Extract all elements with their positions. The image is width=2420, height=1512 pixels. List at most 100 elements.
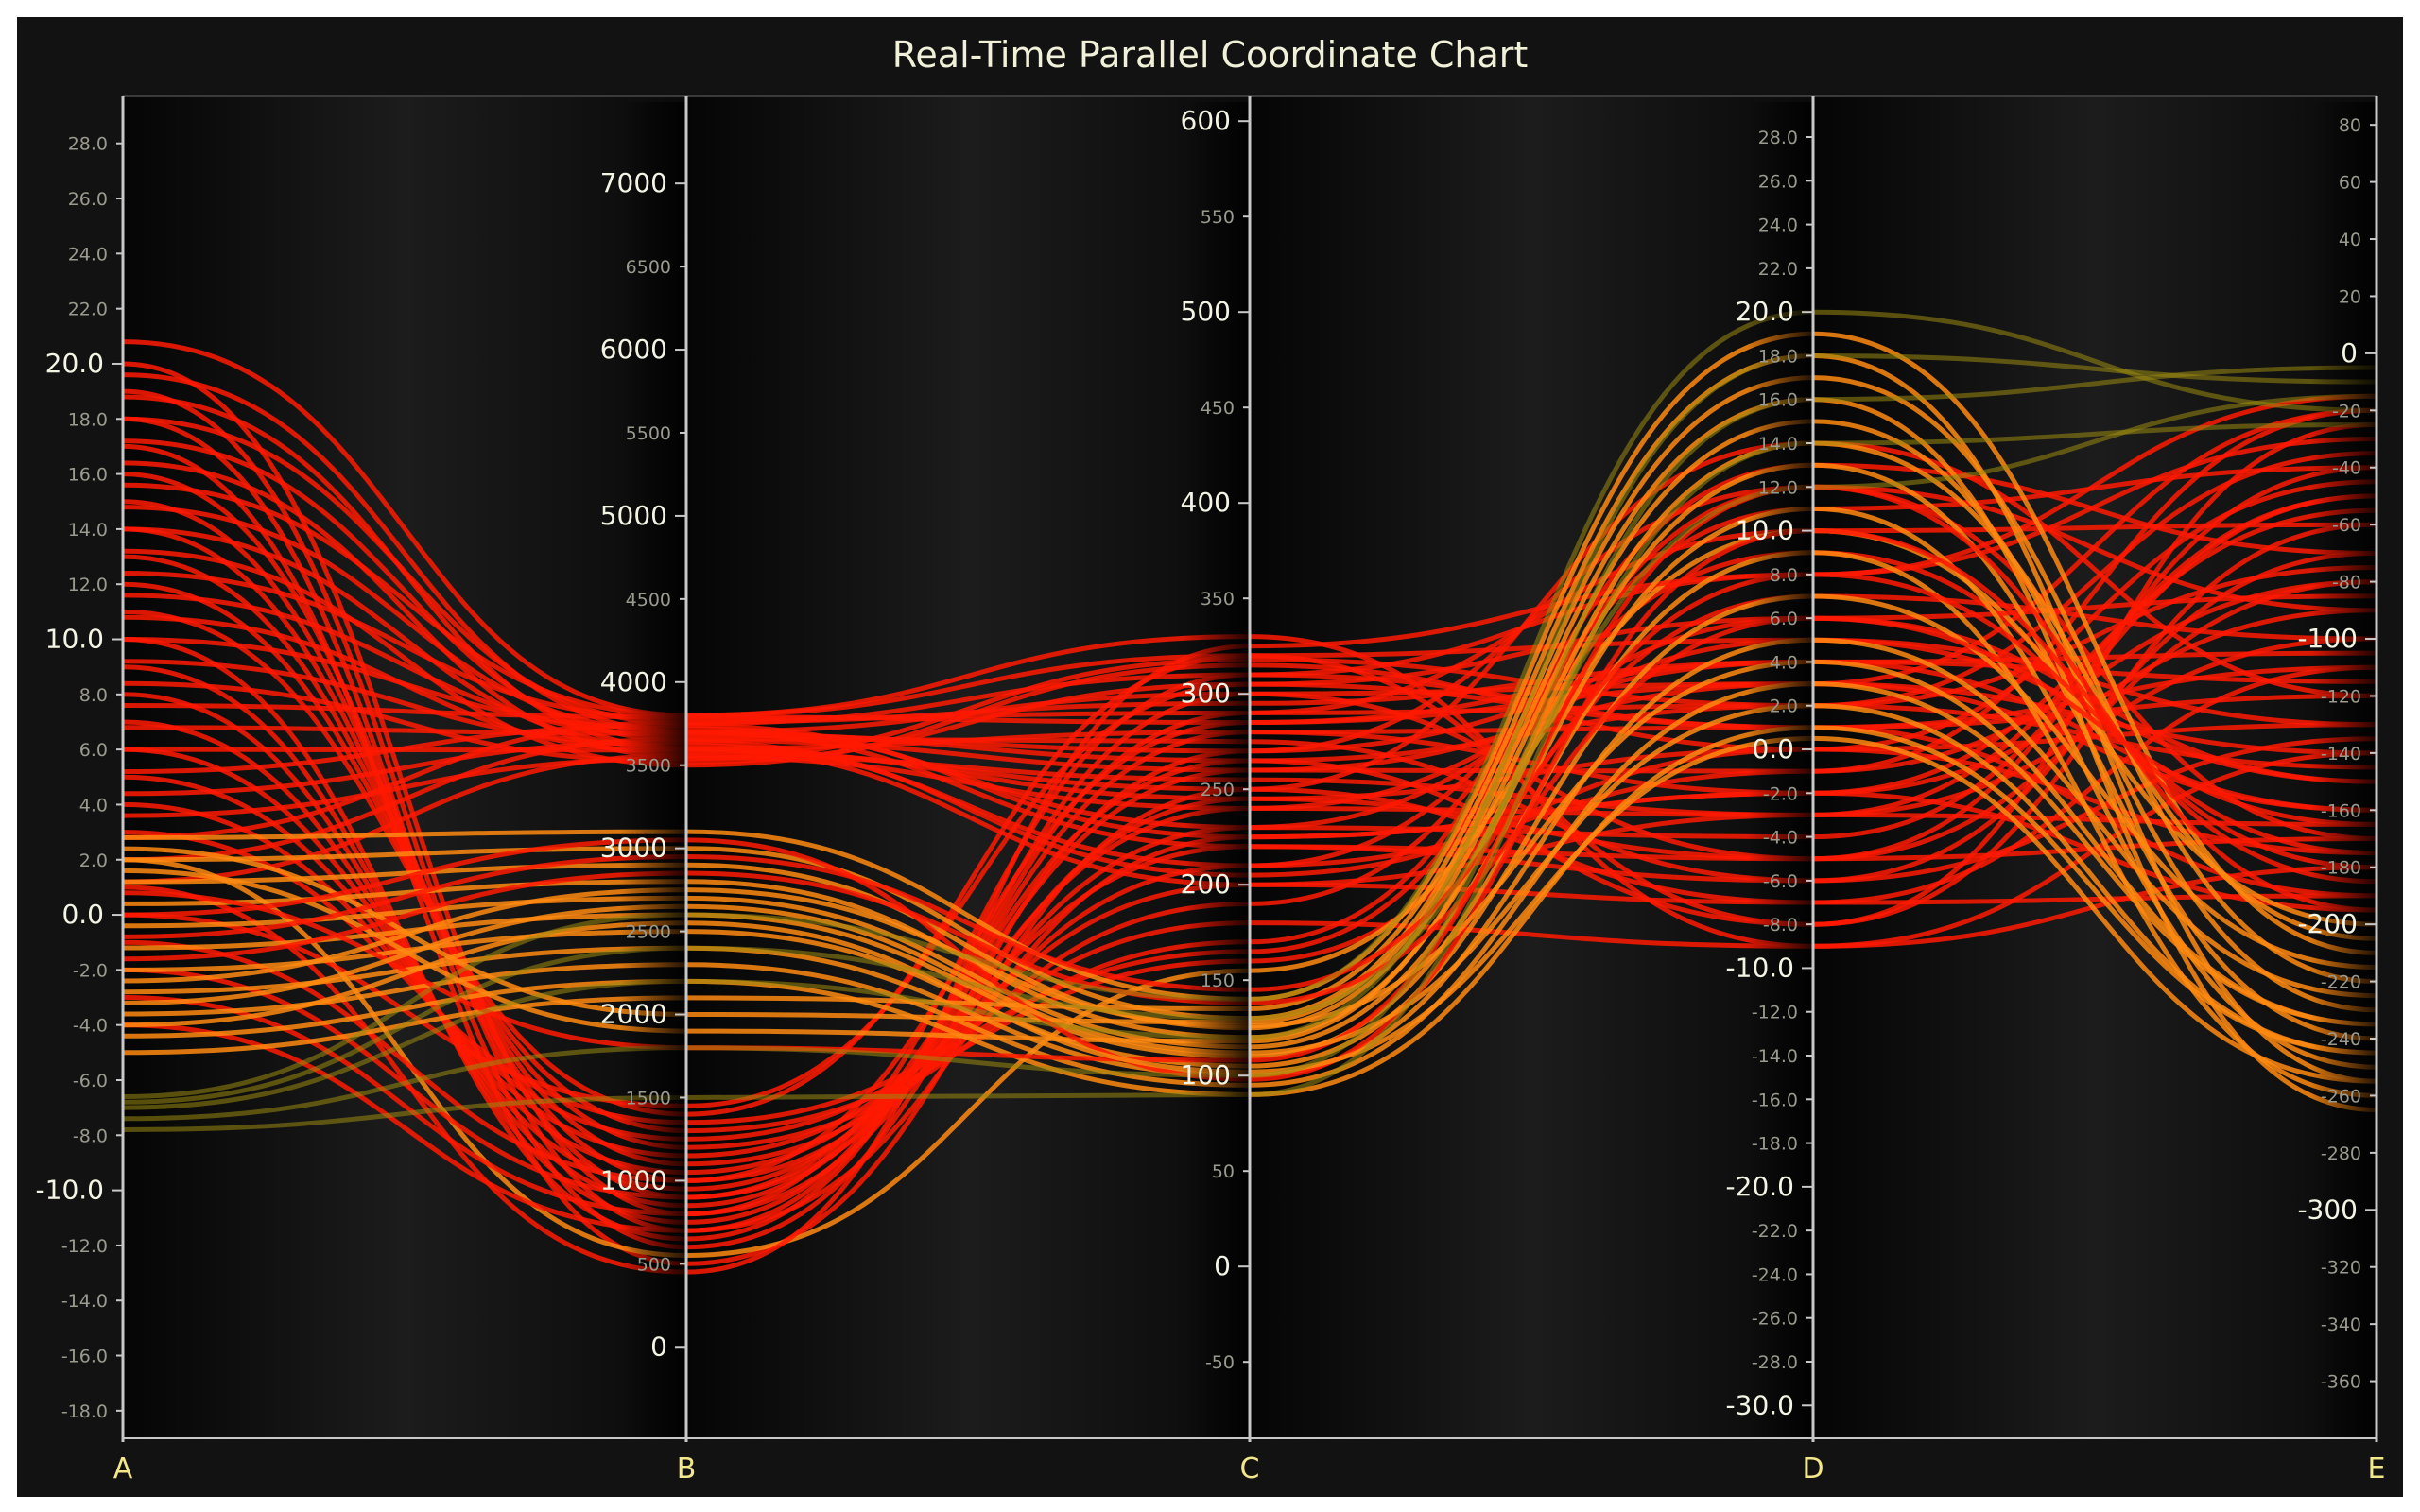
tick-label: 1000 bbox=[600, 1164, 667, 1195]
data-line bbox=[122, 309, 2377, 1099]
tick-label: 200 bbox=[1181, 868, 1231, 900]
tick-label: -16.0 bbox=[1752, 1090, 1798, 1110]
tick-label: 50 bbox=[1212, 1161, 1235, 1182]
tick-label: -10.0 bbox=[1726, 952, 1794, 983]
tick-label: -240 bbox=[2321, 1029, 2361, 1050]
tick-label: 4.0 bbox=[1770, 652, 1798, 673]
tick-label: -8.0 bbox=[1763, 915, 1798, 936]
tick-label: -120 bbox=[2321, 686, 2361, 707]
tick-label: 6000 bbox=[600, 334, 667, 365]
tick-label: -360 bbox=[2321, 1372, 2361, 1393]
tick-label: -30.0 bbox=[1726, 1389, 1794, 1420]
data-line bbox=[122, 352, 2377, 1110]
tick-label: 0.0 bbox=[61, 899, 104, 930]
tick-label: 100 bbox=[1181, 1059, 1231, 1091]
tick-label: -200 bbox=[2297, 908, 2358, 939]
tick-label: -8.0 bbox=[73, 1125, 108, 1146]
axis-name-D: D bbox=[1802, 1452, 1824, 1486]
tick-label: 0 bbox=[2341, 337, 2358, 369]
tick-label: -180 bbox=[2321, 858, 2361, 879]
data-line bbox=[122, 736, 2377, 884]
tick-label: 18.0 bbox=[1758, 346, 1798, 367]
tick-label: 500 bbox=[1181, 296, 1231, 327]
tick-label: 12.0 bbox=[1758, 477, 1798, 498]
tick-label: -18.0 bbox=[61, 1401, 108, 1422]
axis-shade bbox=[1747, 102, 1813, 1438]
tick-label: 6500 bbox=[626, 257, 671, 278]
axis-name-B: B bbox=[677, 1452, 697, 1486]
tick-label: 16.0 bbox=[1758, 390, 1798, 411]
tick-label: 28.0 bbox=[68, 134, 108, 155]
tick-label: 80 bbox=[2339, 115, 2361, 136]
tick-label: -28.0 bbox=[1752, 1352, 1798, 1373]
tick-label: 4000 bbox=[600, 666, 667, 697]
tick-label: -160 bbox=[2321, 800, 2361, 821]
tick-label: 12.0 bbox=[68, 575, 108, 595]
tick-label: 2.0 bbox=[1770, 696, 1798, 717]
data-line bbox=[122, 375, 2377, 1022]
tick-label: 3000 bbox=[600, 833, 667, 864]
tick-label: -80 bbox=[2332, 573, 2361, 593]
axes: 28.0 26.0 24.0 22.0 20.0 18.0 16.0 14.0 12.0 10.0… bbox=[36, 95, 2386, 1486]
tick-label: -10.0 bbox=[36, 1175, 104, 1206]
tick-label: 24.0 bbox=[1758, 215, 1798, 236]
tick-label: -20.0 bbox=[1726, 1171, 1794, 1202]
tick-label: 20.0 bbox=[1736, 296, 1794, 327]
tick-label: 150 bbox=[1201, 971, 1235, 991]
tick-label: 3500 bbox=[626, 756, 671, 777]
axis-name-E: E bbox=[2368, 1452, 2386, 1486]
tick-label: -220 bbox=[2321, 972, 2361, 993]
data-line bbox=[122, 440, 2377, 1044]
tick-label: 300 bbox=[1181, 678, 1231, 709]
tick-label: 400 bbox=[1181, 487, 1231, 518]
tick-label: 350 bbox=[1201, 589, 1235, 610]
tick-label: -340 bbox=[2321, 1314, 2361, 1335]
tick-label: 20.0 bbox=[45, 348, 104, 379]
tick-label: -26.0 bbox=[1752, 1309, 1798, 1330]
tick-label: -40 bbox=[2332, 458, 2361, 479]
tick-label: -300 bbox=[2297, 1194, 2358, 1225]
tick-label: -140 bbox=[2321, 744, 2361, 765]
tick-label: 250 bbox=[1201, 780, 1235, 800]
tick-label: -6.0 bbox=[1763, 871, 1798, 892]
tick-label: 26.0 bbox=[68, 189, 108, 210]
tick-label: 24.0 bbox=[68, 244, 108, 265]
tick-label: 7000 bbox=[600, 167, 667, 198]
data-line bbox=[122, 572, 2377, 992]
tick-label: 14.0 bbox=[1758, 434, 1798, 455]
tick-label: -24.0 bbox=[1752, 1264, 1798, 1285]
tick-label: -2.0 bbox=[73, 960, 108, 981]
tick-label: 500 bbox=[637, 1254, 671, 1275]
tick-label: -50 bbox=[1205, 1352, 1235, 1373]
axis-shade bbox=[1184, 102, 1250, 1438]
tick-label: -4.0 bbox=[73, 1016, 108, 1037]
data-line bbox=[122, 615, 2377, 1005]
tick-label: -14.0 bbox=[61, 1291, 108, 1312]
tick-label: 2000 bbox=[600, 999, 667, 1030]
tick-label: -2.0 bbox=[1763, 783, 1798, 804]
tick-label: 6.0 bbox=[79, 740, 108, 761]
data-line bbox=[122, 703, 2377, 1056]
data-line bbox=[122, 361, 2377, 1217]
data-line bbox=[122, 703, 2377, 1200]
axis-shade bbox=[620, 102, 686, 1438]
tick-label: -12.0 bbox=[61, 1236, 108, 1257]
axis-shade bbox=[2310, 102, 2377, 1438]
tick-label: 550 bbox=[1201, 207, 1235, 228]
data-line bbox=[122, 365, 2377, 1122]
tick-label: -60 bbox=[2332, 515, 2361, 536]
tick-label: 20 bbox=[2339, 286, 2361, 307]
tick-label: 28.0 bbox=[1758, 128, 1798, 148]
tick-label: -18.0 bbox=[1752, 1134, 1798, 1155]
axis-shading bbox=[620, 102, 2377, 1438]
tick-label: -280 bbox=[2321, 1143, 2361, 1164]
tick-label: -16.0 bbox=[61, 1347, 108, 1367]
tick-label: -12.0 bbox=[1752, 1003, 1798, 1023]
chart-frame: Real-Time Parallel Coordinate Chart 28.0… bbox=[17, 17, 2403, 1497]
tick-label: 22.0 bbox=[1758, 259, 1798, 280]
data-line bbox=[122, 484, 2377, 1063]
tick-label: 6.0 bbox=[1770, 609, 1798, 629]
tick-label: 22.0 bbox=[68, 300, 108, 320]
tick-label: 0 bbox=[650, 1331, 667, 1362]
tick-label: -320 bbox=[2321, 1258, 2361, 1279]
